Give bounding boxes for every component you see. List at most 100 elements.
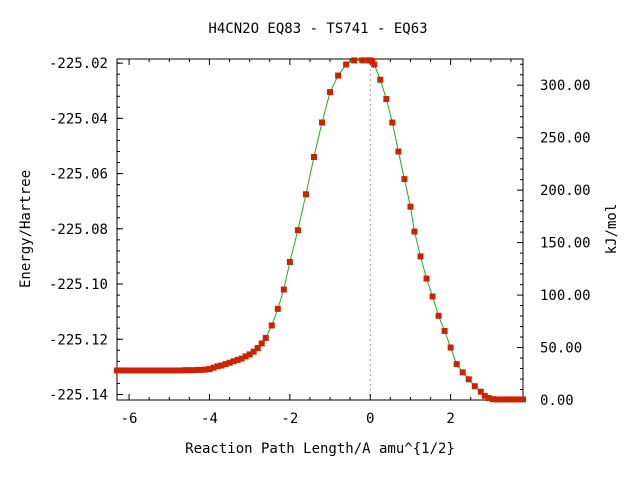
data-point [371,61,378,68]
chart-title: H4CN2O EQ83 - TS741 - EQ63 [208,21,427,37]
x-tick-label: 0 [366,411,374,427]
data-point [154,367,161,374]
data-point [182,367,189,374]
data-point [230,358,237,365]
data-point [369,57,376,64]
data-point [178,367,185,374]
data-point [471,383,478,390]
x-axis-label: Reaction Path Length/A amu^{1/2} [185,441,455,457]
data-point [377,76,384,83]
data-point [150,367,157,374]
data-point [146,367,153,374]
data-point [130,367,137,374]
data-point [389,119,396,126]
data-point [481,392,488,399]
data-point [411,228,418,235]
data-point [383,96,390,103]
data-point [459,369,466,376]
data-point [210,364,217,371]
data-point [250,348,257,355]
x-tick-label: -6 [121,411,138,427]
data-point [327,89,334,96]
data-point [222,361,229,368]
data-point [280,286,287,293]
y-axis-label: Energy/Hartree [18,170,34,288]
data-point [138,367,145,374]
data-point [520,396,526,403]
data-point [465,376,472,383]
y2-tick-label: 100.00 [540,288,591,304]
data-point [166,367,173,374]
data-point [258,340,265,347]
data-point [202,366,209,373]
y2-tick-label: 200.00 [540,183,591,199]
data-point [194,366,201,373]
y2-tick-label: 0.00 [540,393,574,409]
y-tick-label: -225.02 [49,56,108,72]
y2-tick-label: 50.00 [540,341,582,357]
data-point [435,312,442,319]
data-point [493,396,500,403]
y2-tick-label: 150.00 [540,236,591,252]
data-point [226,359,233,366]
data-point [286,258,293,265]
data-point [447,344,454,351]
y-tick-label: -225.12 [49,332,108,348]
energy-curve-line [117,59,523,400]
data-point [441,327,448,334]
data-point [359,57,366,64]
data-point [429,293,436,300]
data-point [302,191,309,198]
data-point [254,345,261,352]
y-tick-label: -225.14 [49,387,108,403]
data-point [401,176,408,183]
data-point [186,367,193,374]
data-point [118,367,125,374]
data-point [242,353,249,360]
data-point [174,367,181,374]
data-point [395,148,402,155]
data-point [477,388,484,395]
data-point [142,367,149,374]
data-point [122,367,129,374]
axis-ticks [117,59,523,401]
data-point [206,366,213,373]
y-tick-label: -225.06 [49,167,108,183]
data-point [497,396,504,403]
data-point [343,61,350,68]
data-point [274,305,281,312]
data-point [485,395,492,402]
x-tick-label: 2 [446,411,454,427]
y2-axis-label: kJ/mol [604,204,620,255]
data-point [126,367,133,374]
data-point [262,334,269,341]
data-point [505,396,512,403]
y2-tick-label: 250.00 [540,131,591,147]
data-point [319,119,326,126]
data-point [513,396,520,403]
data-point [234,356,241,363]
data-point [417,253,424,260]
data-point [134,367,141,374]
y-tick-label: -225.10 [49,277,108,293]
data-point [351,57,358,64]
y2-tick-label: 300.00 [540,78,591,94]
data-point [423,275,430,282]
x-tick-label: -2 [281,411,298,427]
data-point [489,396,496,403]
data-point [268,322,275,329]
data-point [294,227,301,234]
data-point [453,361,460,368]
axis-tick-labels: -6 -4 -2 0 2 -225.02 -225.04 -225.06 -225.08 -225… [49,56,591,427]
data-point [214,363,221,370]
data-point [501,396,508,403]
y-tick-label: -225.04 [49,111,108,127]
data-point [238,355,245,362]
x-tick-label: -4 [201,411,218,427]
data-point [190,367,197,374]
data-point [246,351,253,358]
data-point [310,154,317,161]
data-point [218,362,225,369]
data-point [407,203,414,210]
